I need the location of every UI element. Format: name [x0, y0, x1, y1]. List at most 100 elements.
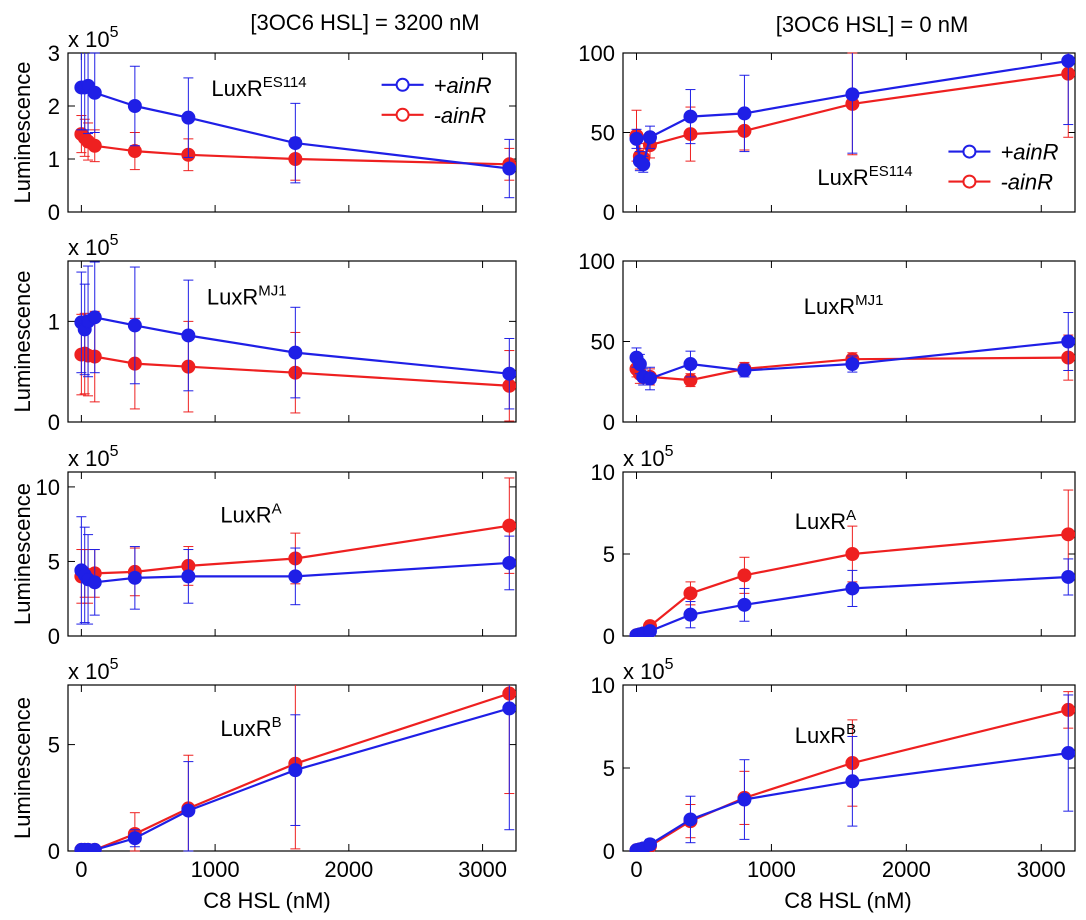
y-tick-label: 50 — [591, 121, 615, 146]
data-point — [181, 569, 196, 584]
y-axis-label: Luminescence — [10, 271, 35, 413]
data-point — [737, 597, 752, 612]
data-point — [1061, 53, 1075, 68]
panel-8: 0 5 10 0 1000 2000 3000 x 105 LuxRB — [591, 656, 1076, 882]
legend-label: +ainR — [1000, 140, 1058, 165]
x-tick-label: 0 — [630, 857, 642, 882]
legend-label: -ainR — [1000, 170, 1053, 195]
scale-exponent: x 105 — [68, 443, 119, 471]
y-tick-label: 1 — [48, 147, 60, 172]
y-tick-label: 3 — [48, 41, 60, 66]
data-point — [502, 555, 516, 570]
panel-4: 0 50 100 LuxRMJ1 — [578, 249, 1076, 435]
scale-exponent-power: 5 — [110, 443, 119, 460]
series-plus-ainr — [74, 685, 516, 852]
data-point — [502, 518, 516, 533]
y-tick-label: 2 — [48, 94, 60, 119]
y-tick-label: 5 — [603, 756, 615, 781]
data-point — [683, 109, 698, 124]
data-point — [127, 144, 142, 159]
series-plus-ainr — [629, 312, 1075, 391]
panel-label: LuxRB — [795, 721, 856, 748]
data-point — [288, 136, 303, 151]
panel-1: 0 1 2 3 Luminescence x 105 LuxRES114 +ainR -ainR — [10, 24, 517, 225]
data-point — [632, 357, 647, 372]
x-tick-label: 3000 — [458, 857, 507, 882]
panel-label-superscript: ES114 — [869, 163, 913, 180]
series-plus-ainr — [629, 53, 1075, 173]
panel-7: 0 5 0 1000 2000 3000 Luminescence x 105 LuxRB — [10, 656, 517, 882]
y-tick-label: 0 — [603, 200, 615, 225]
x-tick-label: 2000 — [324, 857, 373, 882]
column-title-left: [3OC6 HSL] = 3200 nM — [250, 10, 479, 35]
data-point — [181, 110, 196, 125]
panel-label-superscript: B — [272, 714, 282, 731]
series-plus-ainr — [74, 52, 516, 199]
column-title-right: [3OC6 HSL] = 0 nM — [776, 12, 969, 37]
data-point — [181, 803, 196, 818]
panel-label: LuxRA — [220, 501, 281, 528]
panel-label-superscript: ES114 — [263, 74, 307, 91]
y-tick-label: 0 — [603, 839, 615, 864]
x-tick-label: 0 — [75, 857, 87, 882]
data-point — [642, 837, 657, 852]
data-point — [642, 624, 657, 637]
legend-label: +ainR — [434, 73, 492, 98]
panel-label-superscript: MJ1 — [855, 292, 883, 309]
data-point — [1061, 527, 1075, 542]
x-tick-label: 2000 — [882, 857, 931, 882]
y-tick-label: 5 — [48, 549, 60, 574]
x-tick-label: 1000 — [747, 857, 796, 882]
panel-label-superscript: B — [846, 721, 856, 738]
y-tick-label: 0 — [603, 410, 615, 435]
panel-label: LuxRES114 — [211, 74, 306, 101]
data-point — [1061, 569, 1075, 584]
y-tick-label: 10 — [36, 475, 60, 500]
y-axis-label: Luminescence — [10, 483, 35, 625]
data-point — [502, 161, 516, 176]
x-tick-label: 3000 — [1017, 857, 1066, 882]
data-point — [87, 842, 102, 852]
data-point — [288, 569, 303, 584]
scale-exponent: x 105 — [68, 232, 119, 260]
y-tick-label: 5 — [603, 542, 615, 567]
scale-exponent-power: 5 — [665, 443, 674, 460]
plot-frame — [67, 471, 517, 637]
plot-frame — [67, 52, 517, 213]
y-tick-label: 0 — [48, 624, 60, 649]
data-point — [683, 607, 698, 622]
y-tick-label: 1 — [48, 309, 60, 334]
data-point — [737, 363, 752, 378]
legend-marker — [395, 107, 410, 122]
plot-frame — [67, 260, 517, 423]
y-axis-label: Luminescence — [10, 697, 35, 839]
legend: +ainR -ainR — [948, 140, 1059, 195]
x-axis-label-left: C8 HSL (nM) — [203, 888, 331, 913]
legend-marker — [962, 144, 977, 159]
data-point — [181, 328, 196, 343]
data-point — [845, 87, 860, 102]
data-point — [87, 575, 102, 590]
data-point — [642, 130, 657, 145]
data-point — [502, 701, 516, 716]
legend-label: -ainR — [434, 103, 487, 128]
data-point — [127, 831, 142, 846]
data-point — [845, 774, 860, 789]
data-point — [1061, 746, 1075, 761]
data-point — [629, 131, 644, 146]
series-plus-ainr — [74, 261, 516, 410]
data-point — [1061, 334, 1075, 349]
data-point — [845, 581, 860, 596]
series-plus-ainr — [74, 516, 516, 625]
x-tick-label: 1000 — [191, 857, 240, 882]
x-axis-label-right: C8 HSL (nM) — [784, 888, 912, 913]
data-point — [845, 357, 860, 372]
y-tick-label: 0 — [48, 839, 60, 864]
y-tick-label: 0 — [48, 200, 60, 225]
y-tick-label: 0 — [48, 410, 60, 435]
y-tick-label: 100 — [578, 41, 615, 66]
panel-label: LuxRMJ1 — [207, 282, 287, 309]
scale-exponent-power: 5 — [110, 24, 119, 41]
plot-frame — [67, 684, 517, 852]
